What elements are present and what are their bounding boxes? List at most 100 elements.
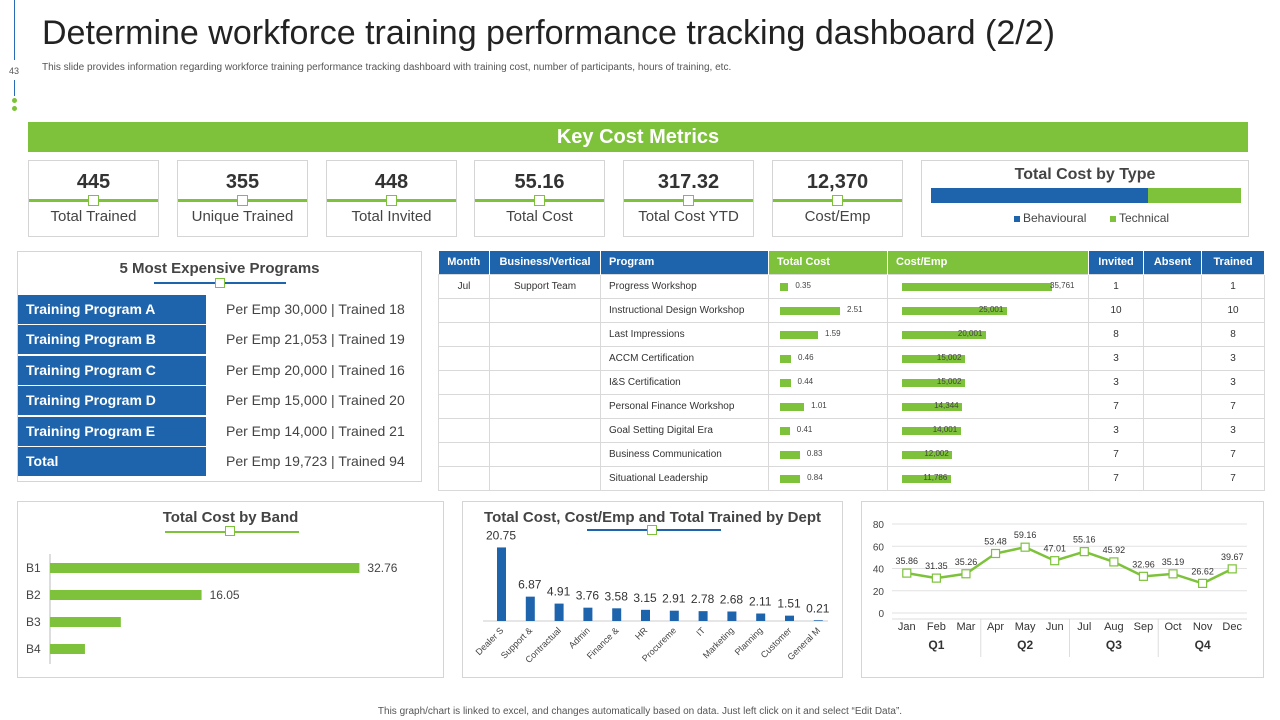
metric-value: 448 [374,171,409,193]
total-cost-bar [780,330,818,339]
line-data-label: 31.35 [925,561,948,571]
program-name: Total [18,447,206,476]
table-row: Personal Finance Workshop 1.01 14,344 7 7 [438,393,1265,419]
dept-bar [583,607,593,621]
dept-data-label: 0.21 [806,601,830,615]
cost-emp-bar-wrap: 25,001 [896,299,1088,321]
cell-month: Jul [438,273,490,299]
line-point [961,569,971,579]
dept-category-label: IT [694,625,707,638]
metric-card-cost-per-emp: 12,370 Cost/Emp [772,160,903,237]
total-cost-label: 0.46 [797,352,814,362]
cell-vertical: Support Team [489,273,601,299]
expensive-programs-title: 5 Most Expensive Programs [119,260,320,277]
cost-emp-label: 14,344 [934,400,959,410]
line-point [1079,547,1089,557]
total-cost-bar [780,426,790,435]
cost-by-band-chart: B1 32.76 B2 16.05 B3 B4 [26,554,398,664]
header-vertical: Business/Vertical [489,251,601,274]
line-month-label: Jul [1077,621,1091,633]
cost-emp-bar [902,474,952,483]
band-bar [50,563,360,573]
band-category-label: B2 [26,588,41,602]
program-name: Training Program B [18,325,206,354]
cell-program: Instructional Design Workshop [600,297,769,323]
total-cost-label: 0.41 [796,424,813,434]
line-point [1050,556,1060,566]
line-month-label: May [1015,621,1036,633]
metric-card-unique-trained: 355 Unique Trained [177,160,308,237]
total-cost-label: 1.59 [825,328,841,338]
metric-label: Total Invited [351,208,432,225]
cell-program: Situational Leadership [600,465,769,491]
program-table: Month Business/Vertical Program Total Co… [438,251,1265,491]
dept-bar [497,547,506,621]
total-cost-label: 0.44 [797,376,814,386]
page-subtitle: This slide provides information regardin… [42,62,732,73]
program-detail: Per Emp 20,000 | Trained 16 [226,362,405,378]
dept-cost-title: Total Cost, Cost/Emp and Total Trained b… [484,509,821,526]
dept-bar [756,613,766,621]
cell-total-cost: 0.44 [768,369,888,395]
cost-emp-bar [902,306,1007,315]
cost-emp-bar [902,378,965,387]
line-data-label: 55.16 [1073,535,1096,545]
cell-vertical [489,393,601,419]
metric-label: Total Cost [506,208,573,225]
header-month: Month [438,251,490,274]
metric-label: Total Cost YTD [638,208,739,225]
metric-card-total-cost-ytd: 317.32 Total Cost YTD [623,160,754,237]
line-data-label: 32.96 [1132,559,1155,569]
program-detail: Per Emp 14,000 | Trained 21 [226,423,405,439]
line-point [1020,542,1030,552]
cost-emp-bar [902,354,965,363]
cell-absent [1143,297,1202,323]
cell-invited: 7 [1088,465,1144,491]
dept-bar [785,615,794,621]
cell-invited: 7 [1088,441,1144,467]
header-total-cost: Total Cost [768,251,888,274]
cell-invited: 3 [1088,345,1144,371]
total-cost-bar [780,378,791,387]
metric-divider-knob [386,195,397,206]
cell-trained: 1 [1201,273,1265,299]
cell-total-cost: 1.59 [768,321,888,347]
cell-absent [1143,465,1202,491]
header-dot [12,106,17,111]
program-detail: Per Emp 15,000 | Trained 20 [226,392,405,408]
line-ytick-label: 40 [873,565,885,576]
cost-emp-bar [902,330,986,339]
cell-trained: 3 [1201,417,1265,443]
legend-behavioural: Behavioural [1014,211,1086,225]
title-underline-knob [215,278,225,288]
band-data-label: 32.76 [367,561,397,575]
cell-month [438,465,490,491]
dept-data-label: 3.15 [633,591,657,605]
line-ytick-label: 0 [878,609,884,620]
band-bar [50,590,202,600]
cost-emp-label: 15,002 [936,376,962,386]
monthly-trend-chart: 0 20 40 60 80 35.86 Jan 31.35 Feb 35.26 Mar 53.48 Ap… [873,520,1247,657]
cell-absent [1143,393,1202,419]
program-row: Training Program C Per Emp 20,000 | Train… [18,356,421,386]
line-quarter-label: Q3 [1106,638,1122,652]
cost-emp-bar [902,426,961,435]
header-trained: Trained [1201,251,1265,274]
table-row: Situational Leadership 0.84 11,786 7 7 [438,465,1265,491]
total-cost-bar [780,450,800,459]
cell-trained: 7 [1201,465,1265,491]
cost-emp-bar [902,402,963,411]
total-cost-bar-wrap: 0.35 [777,275,887,297]
line-month-label: Jan [898,621,916,633]
program-row: Training Program E Per Emp 14,000 | Train… [18,417,421,447]
dept-category-label: Marketing [701,625,736,660]
cell-vertical [489,465,601,491]
line-data-label: 45.92 [1103,545,1126,555]
cell-cost-emp: 14,001 [887,417,1089,443]
cell-absent [1143,345,1202,371]
line-month-label: Jun [1046,621,1064,633]
metric-divider-knob [683,195,694,206]
cell-month [438,393,490,419]
cell-total-cost: 2.51 [768,297,888,323]
total-cost-bar [780,282,789,291]
